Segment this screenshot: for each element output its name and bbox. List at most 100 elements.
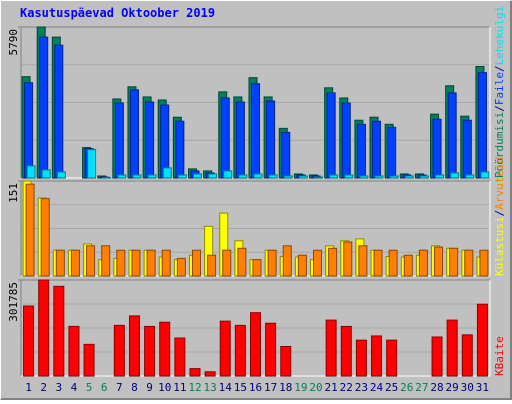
bar — [373, 249, 383, 277]
bar — [387, 126, 397, 179]
legend: KBaite — [493, 336, 506, 376]
bar — [403, 254, 413, 277]
bar — [280, 345, 292, 377]
bar — [314, 176, 324, 179]
bar — [432, 118, 442, 179]
legend-entry: KBaite — [493, 336, 506, 376]
bar — [24, 82, 34, 179]
bar — [419, 175, 429, 179]
bar — [341, 102, 351, 179]
bar — [220, 97, 230, 179]
bar — [431, 336, 443, 377]
bar — [340, 325, 352, 377]
bar — [25, 183, 35, 277]
bar — [70, 249, 80, 277]
bar — [250, 312, 261, 377]
x-tick-label: 31 — [476, 381, 489, 394]
bar — [267, 249, 277, 277]
legend-entry: Arvuteid — [493, 157, 506, 210]
y-tick-label: 5790 — [7, 29, 20, 56]
bar — [39, 36, 49, 179]
bar — [404, 175, 414, 179]
bar — [268, 174, 278, 179]
bar — [192, 173, 202, 179]
bar — [177, 174, 187, 179]
x-tick-label: 12 — [188, 381, 201, 394]
x-tick-label: 25 — [385, 381, 398, 394]
x-tick-label: 5 — [86, 381, 93, 394]
bar — [191, 249, 201, 277]
x-tick-label: 13 — [203, 381, 216, 394]
bar — [389, 175, 399, 179]
bar — [434, 246, 444, 277]
bar — [144, 325, 156, 377]
bar — [159, 321, 171, 377]
bar — [128, 315, 140, 377]
x-tick-label: 21 — [325, 381, 338, 394]
bar — [129, 89, 139, 179]
bar — [207, 254, 217, 277]
bar — [147, 174, 157, 179]
bar — [479, 249, 489, 277]
bar — [175, 120, 185, 179]
x-tick-label: 22 — [340, 381, 353, 394]
bar — [204, 371, 216, 377]
x-tick-label: 27 — [415, 381, 428, 394]
bar — [38, 279, 50, 377]
bar — [447, 92, 457, 179]
bar — [418, 249, 428, 277]
bar — [480, 171, 490, 179]
x-tick-label: 10 — [158, 381, 171, 394]
bar — [40, 198, 50, 277]
bar — [386, 339, 398, 377]
bar — [162, 167, 172, 179]
bar — [131, 249, 141, 277]
x-tick-label: 14 — [219, 381, 233, 394]
bar — [355, 339, 367, 377]
bar — [253, 173, 263, 179]
bar — [83, 343, 95, 377]
bar — [461, 334, 473, 377]
bar — [326, 92, 336, 179]
legend: Külastusi/Arvuteid — [493, 157, 506, 276]
legend-separator: / — [493, 210, 506, 217]
bar — [343, 241, 353, 277]
bar — [114, 102, 124, 179]
legend: Pöördumisi/Faile/Lehekülgi — [493, 6, 506, 178]
x-tick-label: 11 — [173, 381, 186, 394]
bar — [449, 247, 459, 277]
bar — [238, 174, 248, 179]
bar — [235, 101, 245, 179]
bar — [282, 245, 292, 277]
x-tick-label: 28 — [430, 381, 443, 394]
bar — [237, 247, 247, 277]
bar — [53, 285, 65, 377]
bar — [101, 245, 111, 277]
x-tick-label: 3 — [56, 381, 63, 394]
chart-title: Kasutuspäevad Oktoober 2019 — [20, 6, 215, 20]
x-tick-label: 16 — [249, 381, 262, 394]
x-tick-label: 17 — [264, 381, 277, 394]
bar — [174, 337, 186, 377]
bar — [265, 322, 277, 377]
x-tick-label: 8 — [131, 381, 138, 394]
bar — [117, 174, 127, 179]
x-tick-label: 1 — [25, 381, 32, 394]
bar — [462, 119, 472, 179]
bar — [116, 249, 126, 277]
bar — [223, 170, 233, 179]
bar — [146, 249, 156, 277]
bar — [388, 249, 398, 277]
x-tick-label: 7 — [116, 381, 123, 394]
bar — [465, 174, 475, 179]
bar — [234, 324, 246, 377]
x-tick-label: 24 — [370, 381, 384, 394]
legend-entry: Külastusi — [493, 216, 506, 276]
bar — [356, 123, 366, 179]
bar — [251, 83, 260, 179]
bar — [41, 169, 51, 179]
bar — [283, 175, 293, 179]
y-tick-label: 151 — [7, 183, 20, 203]
bar — [328, 247, 338, 277]
